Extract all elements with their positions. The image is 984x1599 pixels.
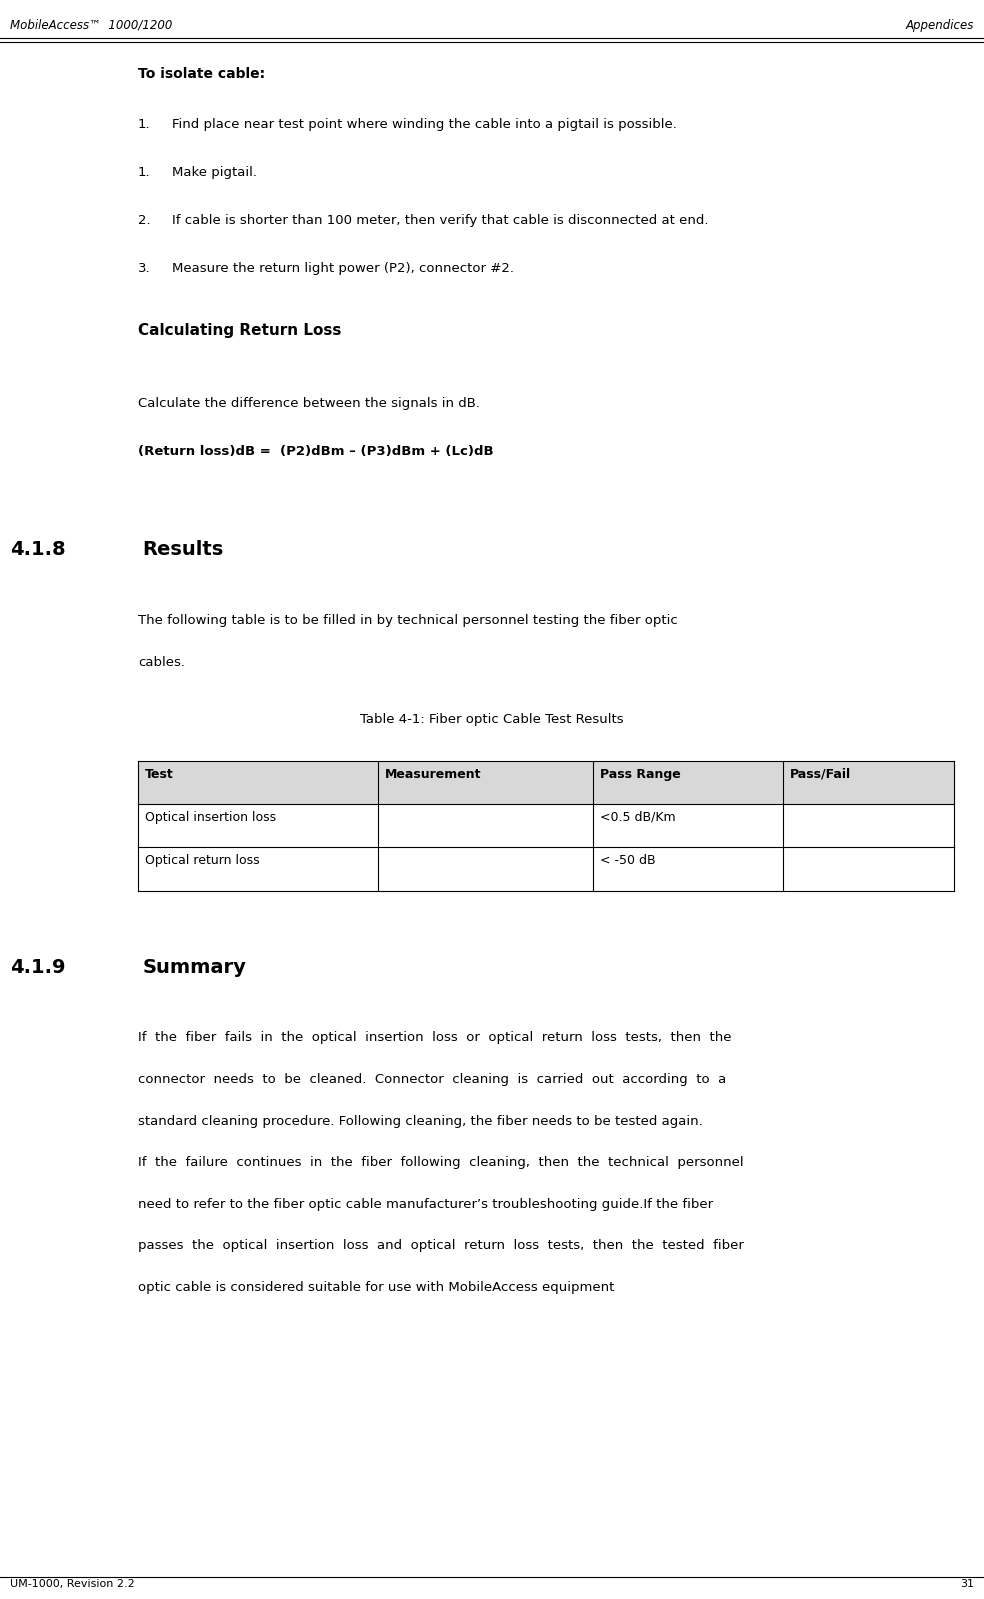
Text: standard cleaning procedure. Following cleaning, the fiber needs to be tested ag: standard cleaning procedure. Following c… [138, 1115, 703, 1127]
Text: Make pigtail.: Make pigtail. [172, 166, 257, 179]
Text: Pass Range: Pass Range [600, 768, 681, 780]
Text: 4.1.8: 4.1.8 [10, 540, 66, 560]
Text: 2.: 2. [138, 214, 151, 227]
Text: < -50 dB: < -50 dB [600, 854, 656, 867]
Text: Results: Results [143, 540, 224, 560]
Text: Appendices: Appendices [906, 19, 974, 32]
Text: Measurement: Measurement [386, 768, 482, 780]
Text: Calculate the difference between the signals in dB.: Calculate the difference between the sig… [138, 397, 480, 409]
Text: Optical insertion loss: Optical insertion loss [145, 811, 276, 823]
Text: need to refer to the fiber optic cable manufacturer’s troubleshooting guide.If t: need to refer to the fiber optic cable m… [138, 1198, 712, 1210]
Text: 1.: 1. [138, 166, 151, 179]
Text: MobileAccess™  1000/1200: MobileAccess™ 1000/1200 [10, 19, 172, 32]
Text: <0.5 dB/Km: <0.5 dB/Km [600, 811, 676, 823]
Text: To isolate cable:: To isolate cable: [138, 67, 265, 82]
Text: UM-1000, Revision 2.2: UM-1000, Revision 2.2 [10, 1580, 135, 1589]
Text: 3.: 3. [138, 262, 151, 275]
Text: connector  needs  to  be  cleaned.  Connector  cleaning  is  carried  out  accor: connector needs to be cleaned. Connector… [138, 1073, 726, 1086]
Text: Find place near test point where winding the cable into a pigtail is possible.: Find place near test point where winding… [172, 118, 677, 131]
Text: Test: Test [145, 768, 173, 780]
Text: Optical return loss: Optical return loss [145, 854, 259, 867]
Text: (Return loss)dB =  (P2)dBm – (P3)dBm + (Lc)dB: (Return loss)dB = (P2)dBm – (P3)dBm + (L… [138, 445, 493, 457]
Text: Summary: Summary [143, 958, 247, 977]
Text: Calculating Return Loss: Calculating Return Loss [138, 323, 341, 337]
Text: cables.: cables. [138, 656, 185, 668]
Text: 4.1.9: 4.1.9 [10, 958, 65, 977]
Bar [138, 804, 954, 891]
Bar [138, 761, 954, 804]
Text: If  the  failure  continues  in  the  fiber  following  cleaning,  then  the  te: If the failure continues in the fiber fo… [138, 1156, 743, 1169]
Text: 31: 31 [960, 1580, 974, 1589]
Text: If  the  fiber  fails  in  the  optical  insertion  loss  or  optical  return  l: If the fiber fails in the optical insert… [138, 1031, 731, 1044]
Text: passes  the  optical  insertion  loss  and  optical  return  loss  tests,  then : passes the optical insertion loss and op… [138, 1239, 744, 1252]
Text: Table 4-1: Fiber optic Cable Test Results: Table 4-1: Fiber optic Cable Test Result… [360, 713, 624, 726]
Text: Measure the return light power (P2), connector #2.: Measure the return light power (P2), con… [172, 262, 515, 275]
Text: optic cable is considered suitable for use with MobileAccess equipment: optic cable is considered suitable for u… [138, 1281, 614, 1294]
Text: Pass/Fail: Pass/Fail [789, 768, 850, 780]
Text: The following table is to be filled in by technical personnel testing the fiber : The following table is to be filled in b… [138, 614, 678, 627]
Text: If cable is shorter than 100 meter, then verify that cable is disconnected at en: If cable is shorter than 100 meter, then… [172, 214, 708, 227]
Text: 1.: 1. [138, 118, 151, 131]
